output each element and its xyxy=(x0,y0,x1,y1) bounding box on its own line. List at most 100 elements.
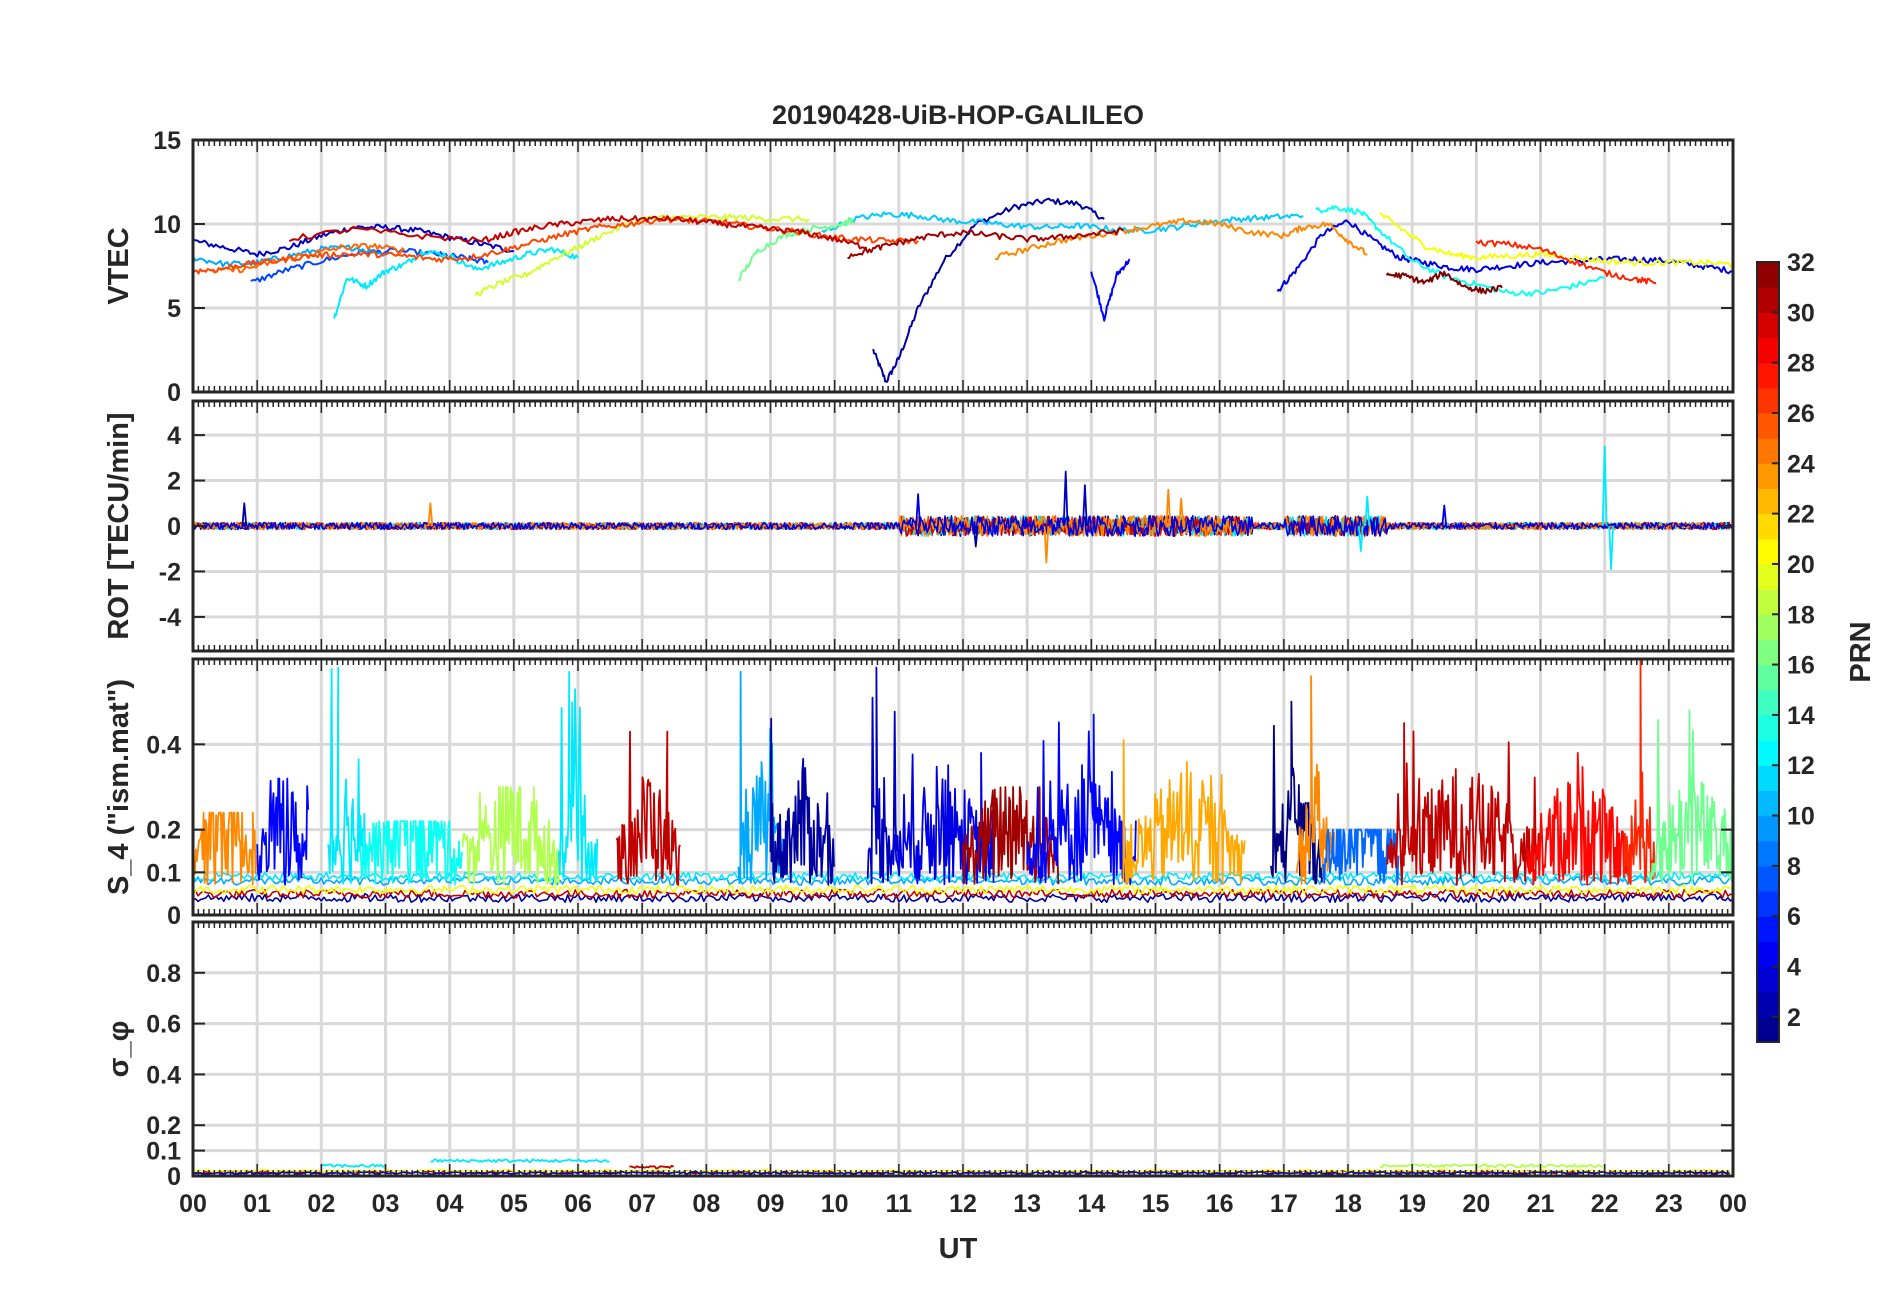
colorbar-segment xyxy=(1757,614,1779,641)
x-tick-label: 17 xyxy=(1270,1190,1298,1218)
y-tick-label: 4 xyxy=(167,422,181,450)
colorbar-tick-label: 6 xyxy=(1787,903,1801,931)
colorbar-tick-label: 32 xyxy=(1787,249,1815,277)
x-tick-label: 13 xyxy=(1013,1190,1041,1218)
data-layer xyxy=(193,197,1733,383)
x-tick-label: 04 xyxy=(436,1190,464,1218)
vtec-series-prn-32 xyxy=(1385,270,1503,295)
colorbar-segment xyxy=(1757,513,1779,540)
s4-burst-prn-10 xyxy=(737,670,784,885)
s4-burst-prn-12 xyxy=(557,670,599,884)
panel-4: 00.10.2 0.4 0.6 0.8 σ_φ xyxy=(103,920,1735,1191)
colorbar-segment xyxy=(1757,815,1779,842)
vtec-series-prn-5 xyxy=(1090,258,1131,322)
x-tick-label: 03 xyxy=(372,1190,400,1218)
s4-burst-prn-13 xyxy=(358,820,463,886)
colorbar-tick-label: 14 xyxy=(1787,702,1815,730)
s4-burst-prn-24 xyxy=(193,811,258,886)
s4-burst-prn-5 xyxy=(256,777,310,886)
y-tick-label: 0.4 xyxy=(146,1061,181,1089)
vtec-series-prn-12 xyxy=(333,247,579,319)
colorbar-tick-label: 24 xyxy=(1787,450,1815,478)
y-tick-label: 0.1 xyxy=(146,1138,181,1166)
rot-spike xyxy=(427,502,434,527)
rot-spike xyxy=(1043,525,1050,564)
x-tick-label: 21 xyxy=(1527,1190,1555,1218)
colorbar-tick-label: 4 xyxy=(1787,954,1801,982)
x-axis-label: UT xyxy=(939,1233,978,1265)
rot-spike xyxy=(1601,445,1608,527)
x-tick-label: 20 xyxy=(1462,1190,1490,1218)
x-tick-label: 07 xyxy=(628,1190,656,1218)
panel-1: 0 5 10 15 VTEC xyxy=(103,127,1735,407)
colorbar-segment xyxy=(1757,790,1779,817)
rot-spike xyxy=(1358,525,1364,552)
x-tick-label: 09 xyxy=(757,1190,785,1218)
colorbar-segment xyxy=(1757,312,1779,339)
colorbar-segment xyxy=(1757,463,1779,490)
colorbar-segment xyxy=(1757,991,1779,1018)
colorbar-label: PRN xyxy=(1845,621,1877,682)
y-tick-label: 0 xyxy=(167,902,181,930)
rot-spike xyxy=(1165,488,1172,527)
vtec-series-prn-24 xyxy=(995,217,1368,261)
colorbar-segment xyxy=(1757,412,1779,439)
colorbar-tick-label: 8 xyxy=(1787,853,1801,881)
rot-spike xyxy=(1062,470,1069,527)
colorbar-segment xyxy=(1757,916,1779,942)
x-tick-label: 22 xyxy=(1591,1190,1619,1218)
rot-series-prn-4 xyxy=(193,515,1733,537)
x-tick-label: 18 xyxy=(1334,1190,1362,1218)
vtec-series-prn-31 xyxy=(847,227,1125,260)
s4-burst-prn-12 xyxy=(326,666,367,885)
vtec-series-prn-7 xyxy=(250,247,489,283)
vtec-series-prn-20 xyxy=(1379,212,1733,268)
rot-spike xyxy=(1364,495,1371,527)
colorbar-tick-label: 20 xyxy=(1787,551,1815,579)
s4-burst-prn-24 xyxy=(1295,675,1336,885)
sigma-bump-prn-12 xyxy=(320,1163,386,1168)
s4-burst-prn-16 xyxy=(1648,709,1733,885)
s4-burst-prn-28 xyxy=(1526,752,1631,886)
vtec-series-prn-27 xyxy=(1475,239,1657,285)
rot-spike xyxy=(915,493,921,527)
y-tick-label: 0 xyxy=(167,513,181,541)
x-tick-label: 00 xyxy=(179,1190,207,1218)
vtec-series-prn-2 xyxy=(872,197,1105,383)
vtec-series-prn-26 xyxy=(193,215,919,275)
s4-baseline-prn-30 xyxy=(193,888,1733,899)
rot-series-prn-24 xyxy=(193,515,1733,537)
s4-burst-prn-18 xyxy=(461,786,560,886)
y-tick-label: -4 xyxy=(159,604,181,632)
rot-spike xyxy=(1441,504,1448,527)
colorbar-tick-label: 22 xyxy=(1787,501,1815,529)
x-tick-label: 23 xyxy=(1655,1190,1683,1218)
y-tick-label: 2 xyxy=(167,468,181,496)
data-layer xyxy=(193,445,1733,571)
s4-burst-prn-27 xyxy=(1623,659,1656,885)
sigma-bump-prn-18 xyxy=(1379,1163,1604,1169)
s4-burst-prn-30 xyxy=(1385,722,1541,886)
colorbar-tick-label: 2 xyxy=(1787,1004,1801,1032)
x-tick-label: 08 xyxy=(692,1190,720,1218)
colorbar-segment xyxy=(1757,865,1779,892)
y-tick-label: 0.1 xyxy=(146,859,181,887)
colorbar-segment xyxy=(1757,337,1779,364)
x-tick-label: 19 xyxy=(1398,1190,1426,1218)
colorbar-segment xyxy=(1757,941,1779,968)
x-tick-label: 10 xyxy=(821,1190,849,1218)
colorbar-tick-label: 28 xyxy=(1787,350,1815,378)
y-tick-label: 0 xyxy=(167,1163,181,1191)
x-tick-label: 14 xyxy=(1077,1190,1105,1218)
sigma-bump-prn-30 xyxy=(629,1164,675,1170)
x-tick-label: 02 xyxy=(307,1190,335,1218)
x-tick-label: 05 xyxy=(500,1190,528,1218)
y-axis-label: σ_φ xyxy=(103,1021,135,1078)
y-tick-label: 0.6 xyxy=(146,1011,181,1039)
y-tick-label: 5 xyxy=(167,295,181,323)
colorbar-segment xyxy=(1757,262,1779,288)
sigma-bump-prn-12 xyxy=(430,1158,610,1164)
rot-spike xyxy=(973,525,979,548)
y-tick-label: 15 xyxy=(153,127,181,155)
